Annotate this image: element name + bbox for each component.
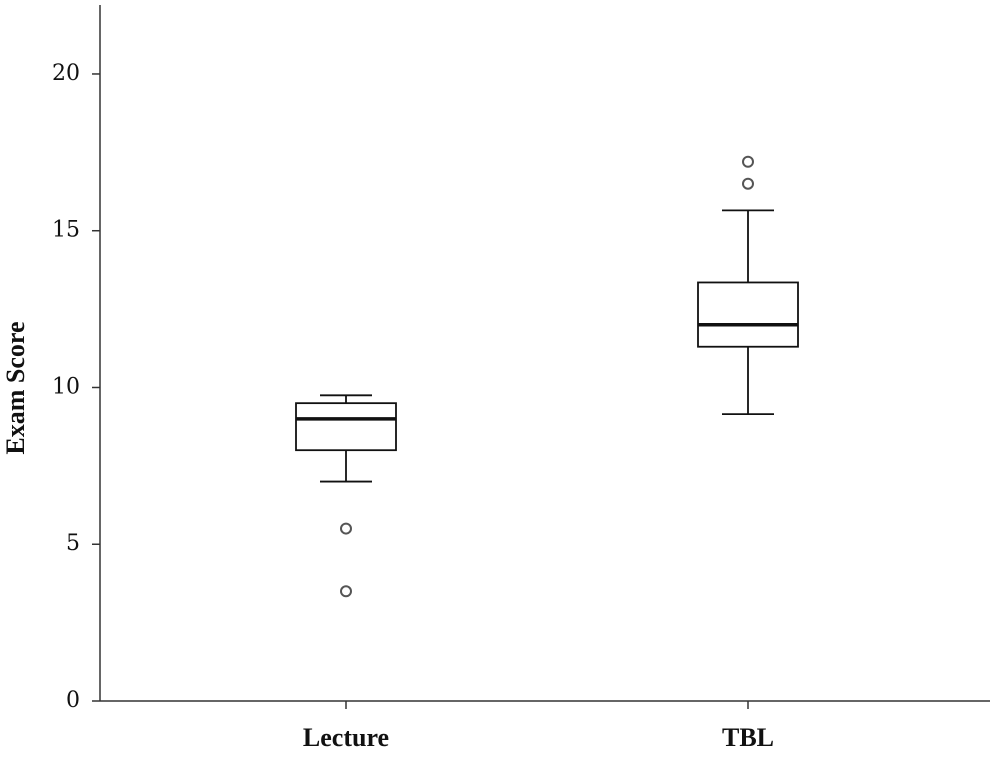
outlier	[742, 155, 754, 168]
outlier	[742, 177, 754, 190]
y-tick-label: 10	[52, 374, 80, 399]
x-tick-label: Lecture	[303, 723, 389, 752]
y-tick-label: 15	[52, 218, 80, 243]
y-axis-label: Exam Score	[1, 321, 30, 454]
x-tick-label: TBL	[722, 723, 774, 752]
outlier	[340, 585, 352, 598]
box	[697, 281, 799, 348]
outlier	[340, 522, 352, 535]
y-tick-label: 5	[66, 531, 80, 556]
box	[295, 402, 397, 452]
y-tick-label: 20	[52, 61, 80, 86]
y-tick-label: 0	[66, 688, 80, 713]
